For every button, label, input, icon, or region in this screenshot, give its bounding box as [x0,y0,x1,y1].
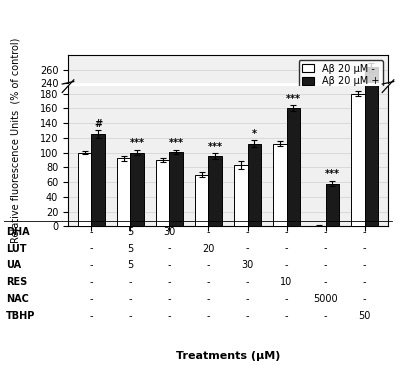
Text: -: - [168,243,171,254]
Text: -: - [246,243,249,254]
Bar [195,175,208,226]
Text: -: - [207,294,210,304]
Text: -: - [129,294,132,304]
Bar [117,158,130,226]
Text: #: # [94,119,102,129]
Text: -: - [285,311,288,321]
Bar [130,153,144,226]
Text: Relative fluorescence Units  (% of control): Relative fluorescence Units (% of contro… [11,38,21,243]
Text: 5: 5 [127,227,134,237]
Text: -: - [363,277,366,287]
Text: -: - [324,260,327,270]
Text: -: - [168,294,171,304]
Text: NAC: NAC [6,294,29,304]
Bar [326,196,339,232]
Text: ***: *** [169,138,184,148]
Text: -: - [285,227,288,237]
Text: -: - [207,260,210,270]
Bar [351,120,364,232]
Text: -: - [285,243,288,254]
Bar [248,144,261,226]
Text: -: - [207,227,210,237]
Text: -: - [168,311,171,321]
Bar [286,132,300,232]
Text: -: - [207,277,210,287]
Text: 10: 10 [280,277,293,287]
Text: -: - [285,294,288,304]
Bar [170,169,183,232]
Bar [208,173,222,232]
Bar [92,134,105,226]
Bar [234,165,248,226]
Legend: Aβ 20 μM -, Aβ 20 μM +: Aβ 20 μM -, Aβ 20 μM + [298,59,383,90]
Text: RES: RES [6,277,27,287]
Bar [248,162,261,232]
Text: 30: 30 [163,227,176,237]
Text: ***: *** [325,169,340,179]
Bar [156,176,170,232]
Text: -: - [324,243,327,254]
Bar [208,156,222,226]
Text: -: - [129,277,132,287]
Text: ***: *** [286,94,301,104]
Bar [78,170,92,232]
Bar [92,154,105,232]
Text: UA: UA [6,260,21,270]
Text: -: - [90,294,93,304]
Text: TBHP: TBHP [6,311,35,321]
Text: 20: 20 [202,243,215,254]
Text: ***: *** [208,142,223,152]
Text: -: - [90,311,93,321]
Text: -: - [363,243,366,254]
Text: DHA: DHA [6,227,30,237]
Text: -: - [207,311,210,321]
Bar [234,181,248,232]
Bar [351,93,364,226]
Text: -: - [129,311,132,321]
Bar [156,160,170,226]
Text: -: - [324,277,327,287]
Bar [273,162,286,232]
Text: 30: 30 [241,260,254,270]
Bar [195,189,208,232]
Text: -: - [246,311,249,321]
Text: ###: ### [346,107,370,116]
Bar [117,175,130,232]
Text: 5: 5 [127,243,134,254]
Text: -: - [90,243,93,254]
Text: -: - [363,227,366,237]
Text: *: * [252,128,257,139]
Text: -: - [363,294,366,304]
Text: 5000: 5000 [313,294,338,304]
Bar [78,153,92,226]
Text: -: - [90,260,93,270]
Bar [364,31,378,226]
Bar [286,108,300,226]
Bar [273,144,286,226]
Text: -: - [246,227,249,237]
Text: -: - [246,277,249,287]
Text: -: - [363,260,366,270]
Text: -: - [168,260,171,270]
Text: -: - [168,277,171,287]
Text: -: - [246,294,249,304]
Bar [326,184,339,226]
Text: -: - [324,311,327,321]
Text: Treatments (μM): Treatments (μM) [176,351,280,361]
Text: LUT: LUT [6,243,26,254]
Bar [364,67,378,232]
Text: 50: 50 [358,311,371,321]
Bar [130,170,144,232]
Bar [170,152,183,226]
Text: 5: 5 [127,260,134,270]
Text: -: - [90,277,93,287]
Text: ***: *** [130,138,145,148]
Text: -: - [285,260,288,270]
Text: -: - [90,227,93,237]
Text: -: - [324,227,327,237]
